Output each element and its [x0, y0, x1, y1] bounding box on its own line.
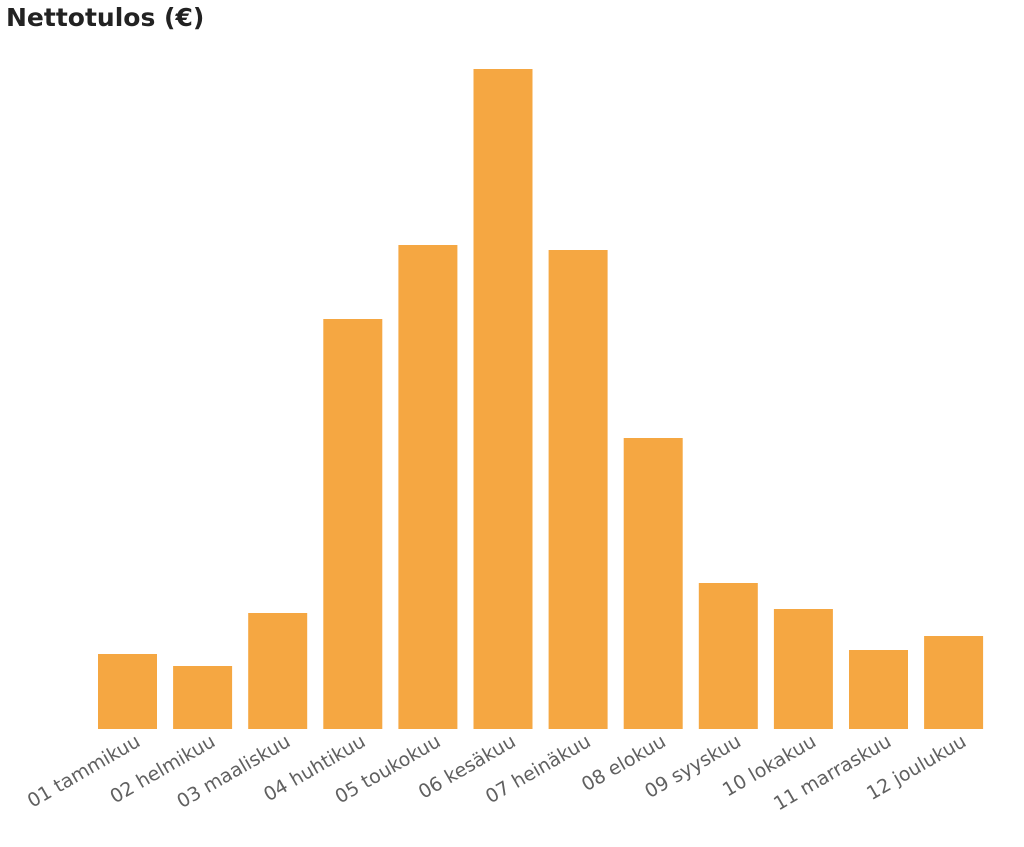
chart-title: Nettotulos (€)	[6, 3, 204, 32]
bar-1	[98, 654, 157, 729]
bar-4	[323, 319, 383, 729]
bar-10	[773, 609, 833, 729]
bars-group	[98, 69, 984, 729]
bar-7	[548, 250, 608, 729]
bar-9	[698, 583, 758, 729]
bar-2	[173, 666, 233, 729]
bar-5	[398, 245, 458, 729]
bar-3	[248, 613, 308, 729]
bar-8	[623, 438, 683, 729]
bar-6	[473, 69, 533, 729]
bar-11	[849, 650, 908, 729]
bar-12	[924, 636, 984, 729]
